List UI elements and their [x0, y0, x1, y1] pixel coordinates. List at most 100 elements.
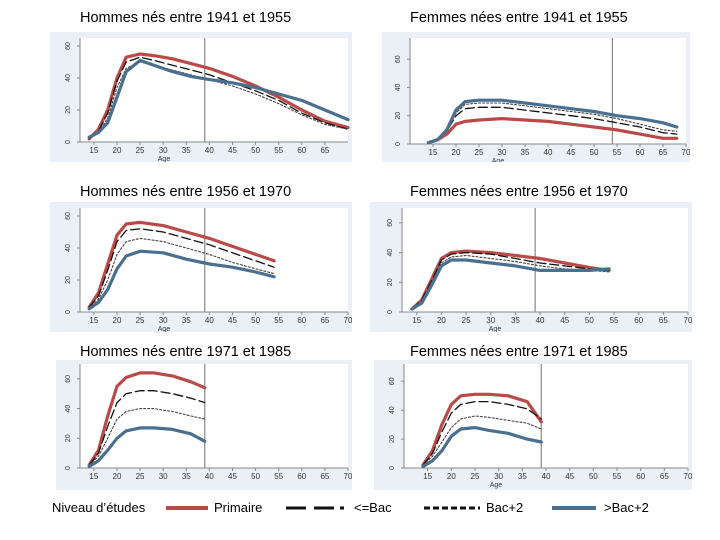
series-line-bac	[88, 56, 349, 140]
x-tick-label: 65	[320, 472, 329, 481]
x-tick-label: 20	[452, 148, 461, 157]
y-tick-label: 20	[395, 112, 402, 120]
series-line-bacplus2	[426, 98, 679, 145]
legend-label-bac2: Bac+2	[486, 500, 524, 515]
legend-title: Niveau d’études	[52, 500, 146, 515]
x-tick-label: 70	[344, 472, 352, 481]
chart-femmes-1956-1970: 0 20 40 60 15 20 25 30 35 40 45 50 55 60 65 70 Age	[370, 202, 692, 332]
x-tick-label: 20	[437, 316, 446, 325]
plot-area	[80, 208, 348, 312]
x-tick-label: 20	[447, 472, 456, 481]
x-tick-label: 60	[297, 146, 306, 155]
x-tick-label: 60	[636, 148, 645, 157]
x-tick-label: 60	[636, 472, 645, 481]
y-tick-label: 40	[395, 83, 402, 91]
series-line-bac	[411, 251, 610, 310]
y-tick-label: 0	[387, 310, 394, 314]
x-tick-label: 20	[113, 146, 122, 155]
x-tick-label: 25	[462, 316, 471, 325]
legend-label-bac: <=Bac	[354, 500, 392, 515]
x-tick-label: 30	[159, 146, 168, 155]
y-tick-label: 20	[65, 276, 72, 284]
y-tick-label: 20	[65, 434, 72, 442]
series-line-bacplus2	[410, 258, 611, 311]
legend-swatch-bacplus2	[552, 506, 596, 510]
y-tick-label: 40	[65, 74, 72, 82]
x-tick-label: 15	[429, 148, 438, 157]
series-line-primaire	[421, 392, 543, 467]
x-tick-label: 35	[182, 472, 191, 481]
panel-title-hommes-1971-1985: Hommes nés entre 1971 et 1985	[80, 344, 292, 360]
y-tick-label: 60	[65, 212, 72, 220]
x-tick-label: 30	[494, 472, 503, 481]
x-tick-label: 15	[412, 316, 421, 325]
x-tick-label: 45	[228, 472, 237, 481]
x-tick-label: 45	[560, 316, 569, 325]
x-tick-label: 15	[89, 146, 98, 155]
series-line-bac	[88, 390, 206, 466]
x-tick-label: 40	[205, 146, 214, 155]
x-tick-label: 15	[89, 316, 98, 325]
legend-swatch-bac2	[424, 506, 480, 510]
panel-title-hommes-1941-1955: Hommes nés entre 1941 et 1955	[80, 10, 292, 26]
y-tick-label: 0	[65, 466, 72, 470]
x-axis-label: Age	[490, 482, 503, 489]
x-tick-label: 45	[565, 472, 574, 481]
x-tick-label: 70	[684, 472, 692, 481]
legend-label-primaire: Primaire	[214, 500, 263, 515]
x-tick-label: 70	[684, 316, 692, 325]
x-tick-label: 15	[89, 472, 98, 481]
x-tick-label: 50	[590, 148, 599, 157]
panel-title-femmes-1971-1985: Femmes nées entre 1971 et 1985	[410, 344, 628, 360]
chart-hommes-1971-1985: 0 20 40 60 15 20 25 30 35 40 45 50 55 60 65 70	[56, 360, 352, 490]
y-tick-label: 60	[389, 377, 396, 385]
series-line-bacplus2	[87, 249, 276, 311]
x-tick-label: 55	[610, 316, 619, 325]
x-tick-label: 55	[274, 146, 283, 155]
x-tick-label: 70	[344, 316, 352, 325]
series-line-bac2	[422, 415, 542, 466]
x-tick-label: 35	[511, 316, 520, 325]
x-tick-label: 25	[136, 316, 145, 325]
x-tick-label: 50	[589, 472, 598, 481]
x-tick-label: 40	[205, 316, 214, 325]
x-tick-label: 35	[521, 148, 530, 157]
y-tick-label: 0	[65, 310, 72, 314]
panel-title-hommes-1956-1970: Hommes nés entre 1956 et 1970	[80, 184, 292, 200]
series-line-bacplus2	[87, 58, 350, 139]
x-tick-label: 65	[320, 316, 329, 325]
plot-area	[404, 364, 688, 468]
plot-area	[80, 38, 348, 142]
x-tick-label: 40	[544, 148, 553, 157]
x-tick-label: 35	[518, 472, 527, 481]
y-tick-label: 40	[389, 406, 396, 414]
y-tick-label: 60	[395, 55, 402, 63]
x-tick-label: 15	[423, 472, 432, 481]
x-tick-label: 30	[498, 148, 507, 157]
x-tick-label: 60	[297, 316, 306, 325]
series-line-primaire	[426, 116, 679, 145]
y-tick-label: 40	[65, 405, 72, 413]
legend-label-bacplus2: >Bac+2	[604, 500, 649, 515]
series-line-bac	[88, 228, 275, 308]
x-tick-label: 70	[682, 148, 690, 157]
panel-title-femmes-1956-1970: Femmes nées entre 1956 et 1970	[410, 184, 628, 200]
series-line-primaire	[87, 52, 350, 141]
x-tick-label: 35	[182, 316, 191, 325]
x-tick-label: 50	[251, 146, 260, 155]
plot-area	[80, 364, 348, 468]
y-tick-label: 20	[387, 278, 394, 286]
x-tick-label: 65	[320, 146, 329, 155]
x-tick-label: 30	[159, 316, 168, 325]
x-tick-label: 20	[113, 472, 122, 481]
series-line-bac2	[88, 237, 275, 310]
x-tick-label: 65	[660, 472, 669, 481]
x-tick-label: 40	[536, 316, 545, 325]
x-tick-label: 55	[613, 148, 622, 157]
x-axis-label: Age	[492, 158, 505, 162]
y-tick-label: 0	[395, 142, 402, 146]
chart-hommes-1956-1970: 0 20 40 60 15 20 25 30 35 40 45 50 55 60 65 70 Age	[50, 202, 352, 332]
series-line-bac	[422, 400, 542, 466]
y-tick-label: 20	[65, 106, 72, 114]
x-axis-label: Age	[158, 326, 171, 332]
